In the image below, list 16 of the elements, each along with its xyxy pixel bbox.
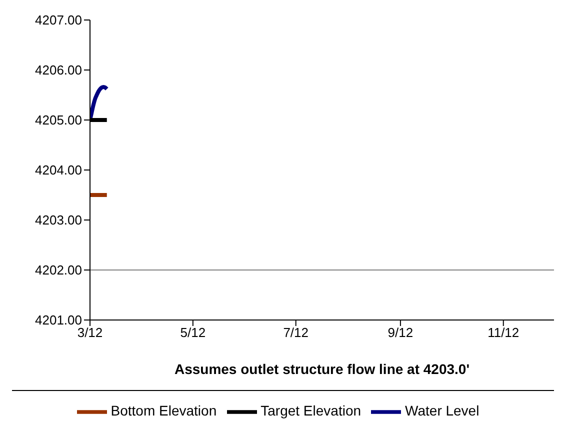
legend-label: Water Level bbox=[405, 402, 480, 419]
x-tick-label: 5/12 bbox=[180, 325, 206, 340]
y-tick-label: 4204.00 bbox=[35, 162, 82, 178]
x-tick-label: 11/12 bbox=[488, 325, 520, 340]
y-tick-label: 4203.00 bbox=[35, 212, 82, 228]
legend-label: Bottom Elevation bbox=[110, 402, 217, 419]
y-tick-label: 4202.00 bbox=[35, 262, 82, 278]
y-tick-label: 4201.00 bbox=[35, 312, 82, 328]
y-tick-label: 4206.00 bbox=[35, 62, 82, 78]
x-tick-label: 3/12 bbox=[77, 325, 103, 340]
legend-label: Target Elevation bbox=[260, 402, 362, 419]
x-axis-title: Assumes outlet structure flow line at 4203.0' bbox=[174, 361, 470, 377]
x-tick-label: 9/12 bbox=[388, 325, 414, 340]
y-tick-label: 4205.00 bbox=[35, 112, 82, 128]
y-tick-label: 4207.00 bbox=[35, 12, 82, 28]
x-tick-label: 7/12 bbox=[283, 325, 309, 340]
